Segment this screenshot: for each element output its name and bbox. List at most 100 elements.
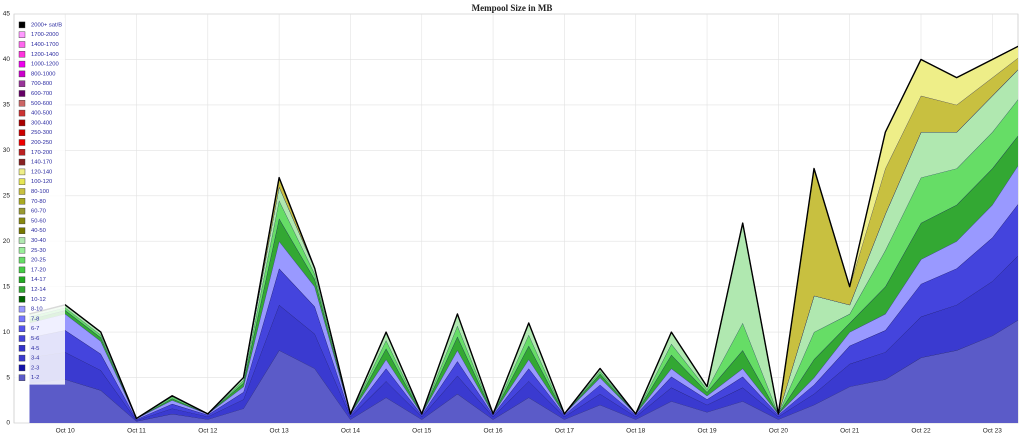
legend-label: 1-2	[31, 375, 39, 381]
legend-label: 1700-2000	[31, 32, 59, 38]
legend-label: 140-170	[31, 160, 52, 166]
legend-swatch	[19, 267, 25, 273]
legend-label: 1000-1200	[31, 62, 59, 68]
y-tick-label: 10	[3, 329, 11, 336]
legend-label: 120-140	[31, 169, 52, 175]
legend-label: 12-14	[31, 287, 47, 293]
legend-swatch	[19, 42, 25, 48]
x-tick-label: Oct 10	[56, 428, 76, 434]
legend-label: 5-6	[31, 336, 39, 342]
x-tick-label: Oct 21	[840, 428, 860, 434]
legend-swatch	[19, 159, 25, 165]
legend: 2000+ sat/B 1700-2000 1400-1700 1200-1400 10…	[15, 18, 65, 385]
y-tick-label: 30	[3, 147, 11, 154]
legend-swatch	[19, 277, 25, 283]
legend-swatch	[19, 130, 25, 136]
legend-label: 800-1000	[31, 71, 56, 77]
legend-swatch	[19, 100, 25, 106]
legend-swatch	[19, 316, 25, 322]
legend-swatch	[19, 22, 25, 28]
legend-swatch	[19, 208, 25, 214]
legend-label: 4-5	[31, 346, 39, 352]
legend-label: 2-3	[31, 365, 39, 371]
legend-swatch	[19, 257, 25, 263]
legend-swatch	[19, 247, 25, 253]
x-tick-label: Oct 12	[198, 428, 218, 434]
legend-label: 40-50	[31, 228, 46, 234]
legend-swatch	[19, 336, 25, 342]
chart-title: Mempool Size in MB	[472, 3, 553, 13]
legend-label: 50-60	[31, 218, 46, 224]
legend-swatch	[19, 355, 25, 361]
legend-swatch	[19, 238, 25, 244]
y-tick-label: 5	[6, 374, 10, 381]
legend-label: 70-80	[31, 199, 46, 205]
legend-swatch	[19, 140, 25, 146]
y-tick-label: 25	[3, 192, 11, 199]
legend-label: 1400-1700	[31, 42, 59, 48]
legend-label: 250-300	[31, 130, 52, 136]
legend-swatch	[19, 296, 25, 302]
legend-label: 600-700	[31, 91, 52, 97]
x-tick-label: Oct 13	[270, 428, 290, 434]
y-tick-label: 15	[3, 283, 11, 290]
legend-label: 25-30	[31, 248, 46, 254]
legend-swatch	[19, 71, 25, 77]
legend-label: 30-40	[31, 238, 46, 244]
legend-swatch	[19, 345, 25, 351]
legend-swatch	[19, 306, 25, 312]
legend-label: 200-250	[31, 140, 52, 146]
legend-swatch	[19, 61, 25, 67]
x-tick-label: Oct 11	[127, 428, 146, 434]
y-tick-label: 35	[3, 102, 11, 109]
legend-swatch	[19, 179, 25, 185]
legend-swatch	[19, 32, 25, 38]
y-tick-label: 0	[6, 420, 10, 427]
legend-label: 700-800	[31, 81, 52, 87]
legend-swatch	[19, 51, 25, 57]
legend-label: 500-600	[31, 101, 52, 107]
legend-swatch	[19, 91, 25, 97]
legend-swatch	[19, 120, 25, 126]
legend-label: 60-70	[31, 209, 46, 215]
legend-swatch	[19, 81, 25, 87]
legend-swatch	[19, 189, 25, 195]
x-tick-label: Oct 18	[626, 428, 646, 434]
legend-label: 7-8	[31, 316, 39, 322]
legend-label: 8-10	[31, 307, 43, 313]
legend-label: 3-4	[31, 356, 40, 362]
legend-label: 2000+ sat/B	[31, 22, 62, 28]
legend-swatch	[19, 169, 25, 175]
legend-swatch	[19, 228, 25, 234]
legend-label: 300-400	[31, 120, 52, 126]
legend-label: 10-12	[31, 297, 46, 303]
x-tick-label: Oct 20	[769, 428, 789, 434]
x-tick-label: Oct 23	[983, 428, 1003, 434]
x-tick-label: Oct 14	[341, 428, 361, 434]
x-tick-label: Oct 19	[697, 428, 717, 434]
legend-swatch	[19, 326, 25, 332]
legend-label: 400-500	[31, 111, 52, 117]
legend-label: 6-7	[31, 326, 39, 332]
legend-swatch	[19, 218, 25, 224]
legend-label: 170-200	[31, 150, 52, 156]
legend-label: 100-120	[31, 179, 52, 185]
legend-swatch	[19, 198, 25, 204]
legend-swatch	[19, 110, 25, 116]
legend-swatch	[19, 287, 25, 293]
legend-swatch	[19, 365, 25, 371]
legend-label: 14-17	[31, 277, 46, 283]
legend-swatch	[19, 375, 25, 381]
legend-label: 17-20	[31, 267, 46, 273]
x-tick-label: Oct 22	[911, 428, 931, 434]
legend-label: 20-25	[31, 258, 46, 264]
legend-label: 1200-1400	[31, 52, 59, 58]
legend-label: 80-100	[31, 189, 49, 195]
x-tick-label: Oct 16	[484, 428, 504, 434]
y-tick-label: 40	[3, 56, 11, 63]
x-tick-label: Oct 15	[412, 428, 432, 434]
y-tick-label: 20	[3, 238, 11, 245]
y-tick-label: 45	[3, 11, 11, 18]
